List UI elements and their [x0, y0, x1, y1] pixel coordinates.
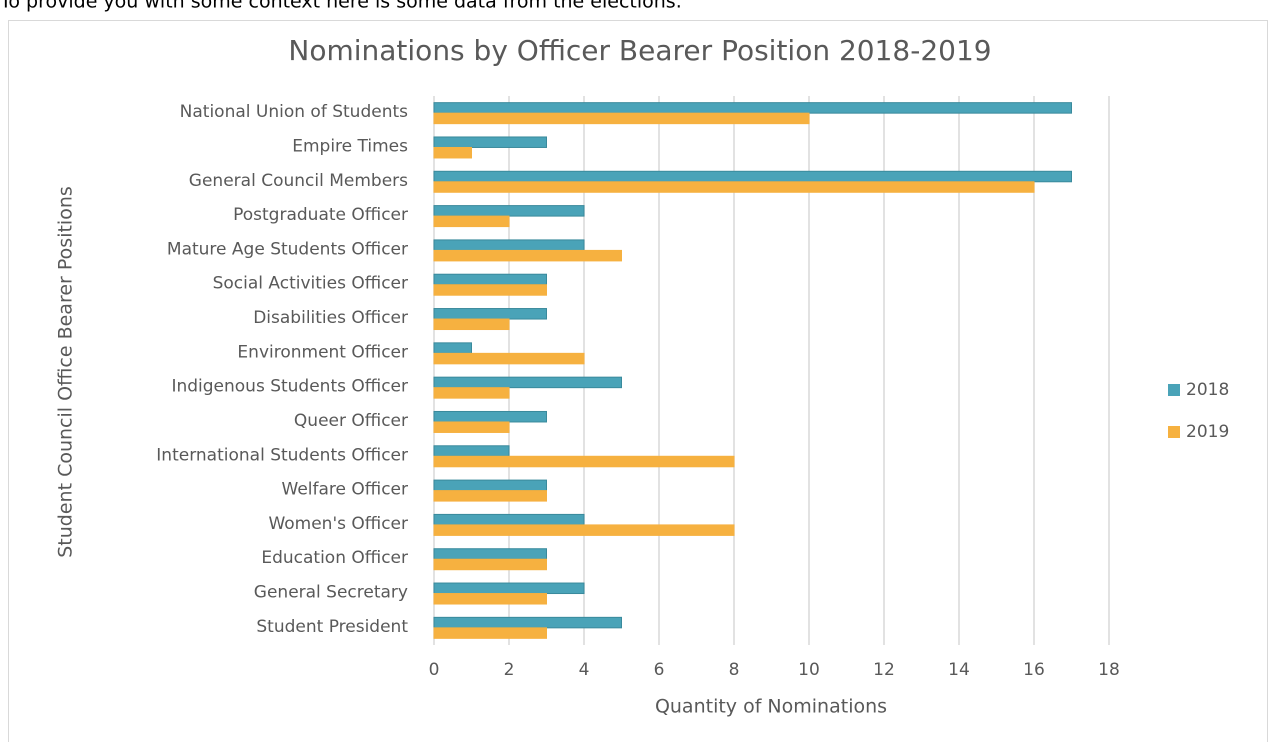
bar [433, 284, 547, 296]
bar [433, 318, 510, 331]
y-tick-label: Queer Officer [294, 411, 408, 431]
y-tick-label: Education Officer [261, 548, 408, 568]
bar [433, 558, 547, 571]
x-tick-label: 12 [873, 660, 895, 680]
bar [433, 249, 622, 262]
bar [433, 273, 547, 286]
bar [433, 627, 547, 639]
chart-title: Nominations by Officer Bearer Position 2… [288, 34, 991, 67]
bar [433, 445, 510, 457]
bar [433, 376, 622, 389]
y-tick-label: Social Activities Officer [213, 274, 408, 294]
chart-border [8, 20, 1268, 746]
bar [433, 146, 472, 159]
x-tick-label: 6 [654, 660, 665, 680]
bar [433, 524, 735, 536]
x-axis-title: Quantity of Nominations [655, 696, 887, 718]
bar [433, 387, 510, 399]
x-tick-label: 16 [1023, 660, 1045, 680]
y-axis-title: Student Council Office Bearer Positions [55, 186, 77, 558]
bar [433, 181, 1035, 193]
legend-swatch [1168, 384, 1180, 396]
bar [433, 593, 547, 605]
y-tick-label: Mature Age Students Officer [167, 239, 408, 259]
bar [433, 513, 585, 526]
y-tick-label: Environment Officer [237, 342, 408, 362]
bar [433, 582, 585, 595]
x-tick-label: 8 [729, 660, 740, 680]
x-tick-label: 10 [798, 660, 820, 680]
bar [433, 170, 1072, 183]
bar [433, 342, 472, 354]
bar [433, 215, 510, 228]
bar [433, 205, 585, 217]
bar [433, 455, 735, 468]
bar [433, 112, 810, 125]
y-tick-label: Welfare Officer [282, 480, 409, 500]
bar [433, 421, 510, 433]
y-tick-label: International Students Officer [156, 445, 408, 465]
bar [433, 308, 547, 320]
bar [433, 616, 622, 629]
bar [433, 490, 547, 502]
y-tick-label: Women's Officer [268, 514, 408, 534]
y-tick-label: National Union of Students [180, 102, 408, 122]
legend-swatch [1168, 426, 1180, 438]
intro-text: To provide you with some context here is… [0, 0, 682, 13]
y-tick-label: Indigenous Students Officer [171, 377, 408, 397]
x-tick-label: 0 [429, 660, 440, 680]
y-tick-label: Disabilities Officer [253, 308, 408, 328]
y-tick-label: General Council Members [189, 171, 408, 191]
bar [433, 479, 547, 492]
y-tick-label: Student President [256, 617, 408, 637]
bar [433, 548, 547, 560]
x-tick-label: 4 [579, 660, 590, 680]
y-tick-label: General Secretary [254, 583, 408, 603]
bar [433, 239, 585, 251]
bar [433, 352, 585, 365]
y-tick-label: Empire Times [292, 136, 408, 156]
legend-label: 2018 [1186, 380, 1229, 400]
x-tick-label: 2 [504, 660, 515, 680]
y-tick-label: Postgraduate Officer [233, 205, 408, 225]
bar [433, 410, 547, 423]
legend-label: 2019 [1186, 422, 1229, 442]
bar [433, 136, 547, 148]
x-tick-label: 18 [1098, 660, 1120, 680]
bar [433, 102, 1072, 114]
x-tick-label: 14 [948, 660, 970, 680]
